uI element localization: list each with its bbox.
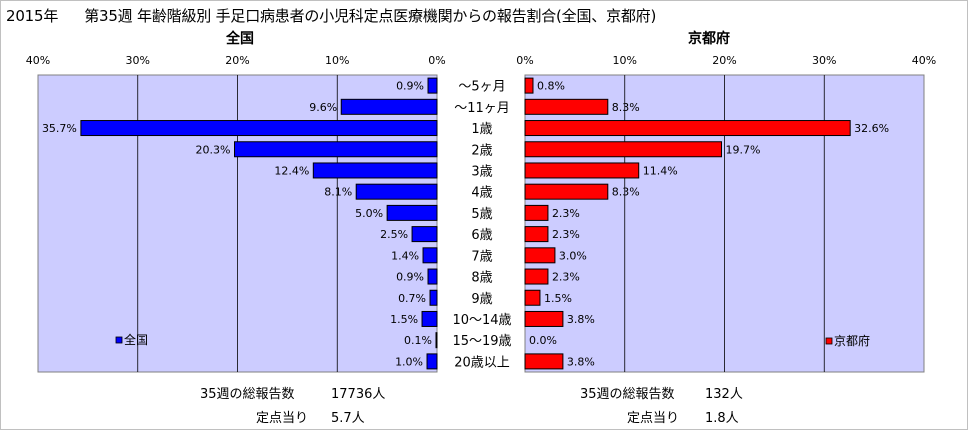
- national-data-label: 35.7%: [42, 122, 77, 135]
- kyoto-bar: [524, 77, 534, 94]
- kyoto-data-label: 3.0%: [559, 249, 587, 262]
- national-tick-label: 10%: [325, 54, 349, 67]
- national-data-label: 12.4%: [274, 164, 309, 177]
- kyoto-bar: [524, 268, 549, 285]
- national-bar: [427, 77, 438, 94]
- national-legend-label: 全国: [124, 332, 148, 347]
- kyoto-bar: [524, 120, 851, 137]
- national-data-label: 0.9%: [396, 80, 424, 93]
- national-tick-label: 0%: [428, 54, 445, 67]
- national-data-label: 0.7%: [398, 292, 426, 305]
- kyoto-tick-label: 20%: [712, 54, 736, 67]
- national-data-label: 0.9%: [396, 271, 424, 284]
- kyoto-data-label: 8.3%: [612, 101, 640, 114]
- national-total-label: 35週の総報告数: [200, 387, 295, 402]
- category-label: ～11ヶ月: [454, 101, 510, 116]
- kyoto-data-label: 3.8%: [567, 313, 595, 326]
- national-data-label: 1.5%: [390, 313, 418, 326]
- national-bar: [426, 353, 438, 370]
- kyoto-bar: [524, 204, 549, 221]
- category-label: 7歳: [471, 249, 492, 264]
- kyoto-bar: [524, 98, 609, 115]
- national-bar: [435, 332, 438, 349]
- kyoto-bar: [524, 247, 556, 264]
- national-bar: [421, 310, 438, 327]
- national-bar: [411, 226, 438, 243]
- kyoto-data-label: 11.4%: [643, 164, 678, 177]
- national-data-label: 0.1%: [404, 334, 432, 347]
- category-label: ～5ヶ月: [458, 80, 505, 95]
- category-label: 1歳: [471, 122, 492, 137]
- national-bar: [234, 141, 438, 158]
- kyoto-legend-label: 京都府: [834, 333, 870, 348]
- national-per-value: 5.7人: [331, 411, 365, 426]
- national-bar: [386, 204, 438, 221]
- category-label: 4歳: [471, 186, 492, 201]
- kyoto-data-label: 3.8%: [567, 355, 595, 368]
- kyoto-bar: [524, 162, 640, 179]
- national-bar: [340, 98, 438, 115]
- kyoto-total-value: 132人: [705, 387, 743, 402]
- kyoto-per-value: 1.8人: [705, 411, 739, 426]
- national-data-label: 9.6%: [309, 101, 337, 114]
- national-data-label: 8.1%: [324, 186, 352, 199]
- kyoto-total-label: 35週の総報告数: [580, 387, 675, 402]
- national-tick-label: 20%: [225, 54, 249, 67]
- kyoto-data-label: 2.3%: [552, 271, 580, 284]
- category-label: 3歳: [471, 164, 492, 179]
- page-title: 2015年 第35週 年齢階級別 手足口病患者の小児科定点医療機関からの報告割合(…: [6, 5, 656, 26]
- kyoto-per-label: 定点当り: [627, 411, 680, 426]
- kyoto-data-label: 2.3%: [552, 228, 580, 241]
- kyoto-data-label: 2.3%: [552, 207, 580, 220]
- kyoto-tick-label: 40%: [912, 54, 936, 67]
- kyoto-data-label: 0.0%: [529, 334, 557, 347]
- category-label: 2歳: [471, 143, 492, 158]
- national-data-label: 2.5%: [380, 228, 408, 241]
- national-per-label: 定点当り: [256, 411, 309, 426]
- national-bar: [427, 268, 438, 285]
- kyoto-tick-label: 0%: [516, 54, 533, 67]
- category-label: 15～19歳: [452, 334, 511, 349]
- kyoto-panel-title: 京都府: [688, 30, 730, 47]
- national-data-label: 20.3%: [196, 143, 231, 156]
- category-label: 20歳以上: [454, 355, 510, 370]
- kyoto-bar: [524, 353, 564, 370]
- title-text: 第35週 年齢階級別 手足口病患者の小児科定点医療機関からの報告割合(全国、京都…: [84, 7, 657, 25]
- category-label: 6歳: [471, 228, 492, 243]
- national-bar: [80, 120, 438, 137]
- national-bar: [355, 183, 438, 200]
- kyoto-bar: [524, 310, 564, 327]
- kyoto-data-label: 0.8%: [537, 80, 565, 93]
- kyoto-bar: [524, 289, 541, 306]
- category-label: 9歳: [471, 292, 492, 307]
- kyoto-bar: [524, 141, 723, 158]
- category-label: 8歳: [471, 271, 492, 286]
- kyoto-bar: [524, 183, 609, 200]
- national-data-label: 5.0%: [355, 207, 383, 220]
- national-legend-swatch: [115, 336, 123, 344]
- national-tick-label: 30%: [126, 54, 150, 67]
- kyoto-data-label: 32.6%: [854, 122, 889, 135]
- kyoto-data-label: 1.5%: [544, 292, 572, 305]
- national-bar: [312, 162, 438, 179]
- kyoto-legend-swatch: [825, 337, 833, 345]
- national-panel-title: 全国: [225, 30, 254, 47]
- national-bar: [429, 289, 438, 306]
- kyoto-tick-label: 30%: [812, 54, 836, 67]
- category-label: 5歳: [471, 207, 492, 222]
- kyoto-bar: [524, 226, 549, 243]
- kyoto-data-label: 19.7%: [726, 143, 761, 156]
- kyoto-data-label: 8.3%: [612, 186, 640, 199]
- category-label: 10～14歳: [452, 313, 511, 328]
- national-tick-label: 40%: [26, 54, 50, 67]
- title-year: 2015年: [6, 7, 59, 25]
- national-total-value: 17736人: [331, 387, 386, 402]
- national-bar: [422, 247, 438, 264]
- national-data-label: 1.0%: [395, 355, 423, 368]
- national-data-label: 1.4%: [391, 249, 419, 262]
- kyoto-tick-label: 10%: [613, 54, 637, 67]
